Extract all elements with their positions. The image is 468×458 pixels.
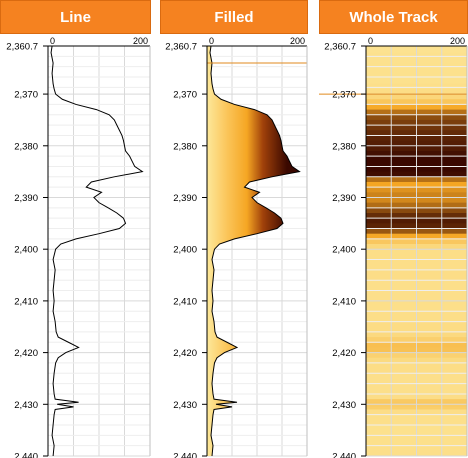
line-track-plot: 0 200 2,360.7 2,370 2,380 2,390 2,400 2,410 2,42… [6, 36, 151, 458]
y-tick-label: 2,440 [14, 452, 38, 458]
filled-track-plot: 0 200 2,360.7 2,370 2,380 2,390 2,400 2,410 2,42… [165, 36, 308, 458]
x-tick-label: 0 [368, 36, 373, 46]
y-tick-label: 2,430 [14, 400, 38, 411]
whole-track-plot: 0 200 2,360.7 2,370 2,380 2,390 2,400 2,410 2,42… [319, 36, 468, 458]
y-tick-label: 2,400 [14, 245, 38, 256]
y-tick-label: 2,420 [173, 348, 197, 359]
whole-track-header[interactable]: Whole Track [319, 0, 468, 34]
log-curve [209, 45, 301, 457]
y-tick-label: 2,400 [332, 245, 356, 256]
y-tick-label: 2,400 [173, 245, 197, 256]
log-curve [50, 45, 144, 457]
filled-track-panel: Filled 0 200 2,360.7 2,370 2,380 2,390 2,400 2,… [160, 0, 308, 458]
y-tick-label: 2,410 [332, 296, 356, 307]
y-tick-label: 2,370 [332, 90, 356, 101]
y-tick-label: 2,430 [173, 400, 197, 411]
y-tick-label: 2,360.7 [165, 42, 197, 53]
y-tick-label: 2,380 [332, 141, 356, 152]
x-tick-label: 0 [50, 36, 55, 46]
y-tick-label: 2,440 [332, 452, 356, 458]
y-tick-label: 2,380 [173, 141, 197, 152]
y-tick-label: 2,390 [173, 193, 197, 204]
filled-track-header[interactable]: Filled [160, 0, 308, 34]
y-tick-label: 2,390 [332, 193, 356, 204]
x-tick-label: 0 [209, 36, 214, 46]
y-tick-label: 2,370 [14, 90, 38, 101]
x-tick-label: 200 [450, 36, 465, 46]
y-tick-label: 2,420 [14, 348, 38, 359]
line-track-header[interactable]: Line [0, 0, 151, 34]
x-tick-label: 200 [133, 36, 148, 46]
y-tick-label: 2,410 [173, 296, 197, 307]
y-tick-label: 2,430 [332, 400, 356, 411]
y-tick-label: 2,370 [173, 90, 197, 101]
filled-curve-area [207, 46, 300, 456]
x-tick-label: 200 [290, 36, 305, 46]
y-tick-label: 2,390 [14, 193, 38, 204]
y-tick-label: 2,360.7 [324, 42, 356, 53]
y-tick-label: 2,380 [14, 141, 38, 152]
whole-track-panel: Whole Track 0 200 2,360.7 2,370 2,380 2,390 2,… [319, 0, 468, 458]
y-tick-label: 2,420 [332, 348, 356, 359]
y-tick-label: 2,440 [173, 452, 197, 458]
y-tick-label: 2,410 [14, 296, 38, 307]
line-track-panel: Line 0 200 2,360.7 2,370 2,380 2,390 2,400 2,41… [0, 0, 151, 458]
y-tick-label: 2,360.7 [6, 42, 38, 53]
